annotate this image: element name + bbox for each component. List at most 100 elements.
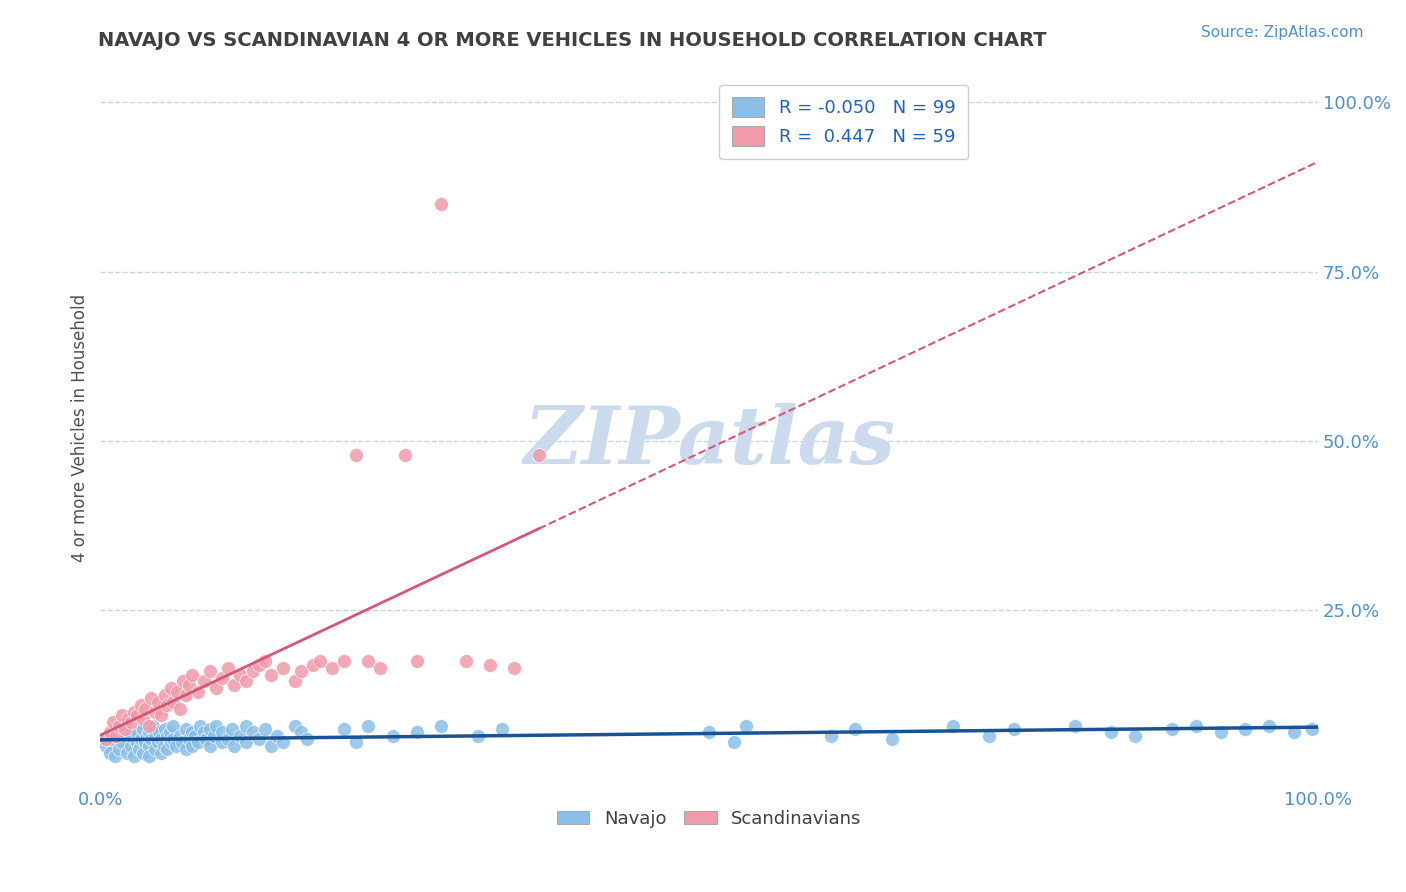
Text: Source: ZipAtlas.com: Source: ZipAtlas.com [1201, 25, 1364, 40]
Point [284, 718, 307, 732]
Point [107, 718, 129, 732]
Point [134, 701, 156, 715]
Point [235, 674, 257, 689]
Point [125, 725, 148, 739]
Point [160, 681, 183, 696]
Point [120, 739, 142, 753]
Point [138, 725, 160, 739]
Point [138, 718, 160, 732]
Point [260, 739, 283, 753]
Point [156, 698, 179, 713]
Point [143, 705, 166, 719]
Point [198, 665, 221, 679]
Point [1125, 729, 1147, 743]
Text: ZIPatlas: ZIPatlas [523, 403, 896, 481]
Point [138, 739, 160, 753]
Point [165, 739, 187, 753]
Point [150, 746, 173, 760]
Point [1282, 725, 1305, 739]
Point [184, 729, 207, 743]
Point [229, 667, 252, 681]
Point [235, 735, 257, 749]
Point [266, 729, 288, 743]
Point [169, 729, 191, 743]
Point [697, 725, 720, 739]
Legend: Navajo, Scandinavians: Navajo, Scandinavians [550, 803, 869, 835]
Point [1234, 722, 1257, 736]
Point [235, 718, 257, 732]
Point [96, 732, 118, 747]
Point [211, 725, 233, 739]
Point [174, 722, 197, 736]
Point [344, 735, 367, 749]
Point [146, 735, 169, 749]
Point [135, 729, 157, 743]
Point [253, 722, 276, 736]
Point [260, 667, 283, 681]
Point [224, 739, 246, 753]
Point [179, 678, 201, 692]
Point [172, 674, 194, 689]
Point [247, 732, 270, 747]
Point [125, 735, 148, 749]
Point [120, 729, 142, 743]
Point [198, 722, 221, 736]
Point [124, 749, 146, 764]
Point [143, 729, 166, 743]
Point [105, 729, 128, 743]
Point [271, 735, 294, 749]
Point [160, 735, 183, 749]
Point [162, 718, 184, 732]
Point [124, 705, 146, 719]
Point [1301, 722, 1323, 736]
Point [527, 448, 550, 462]
Point [180, 739, 202, 753]
Point [1209, 725, 1232, 739]
Point [134, 735, 156, 749]
Point [844, 722, 866, 736]
Point [1258, 718, 1281, 732]
Point [205, 681, 228, 696]
Point [290, 665, 312, 679]
Point [247, 657, 270, 672]
Point [117, 712, 139, 726]
Point [370, 661, 392, 675]
Point [162, 732, 184, 747]
Point [193, 674, 215, 689]
Point [979, 729, 1001, 743]
Point [114, 725, 136, 739]
Point [430, 718, 453, 732]
Point [138, 749, 160, 764]
Point [180, 725, 202, 739]
Point [125, 708, 148, 723]
Point [1063, 718, 1085, 732]
Point [156, 742, 179, 756]
Point [430, 197, 453, 211]
Point [221, 722, 243, 736]
Point [162, 695, 184, 709]
Point [217, 661, 239, 675]
Point [101, 732, 124, 747]
Point [187, 735, 209, 749]
Point [166, 684, 188, 698]
Point [290, 725, 312, 739]
Point [187, 684, 209, 698]
Point [308, 654, 330, 668]
Point [217, 732, 239, 747]
Point [170, 735, 193, 749]
Point [242, 665, 264, 679]
Point [142, 718, 165, 732]
Point [333, 722, 356, 736]
Point [723, 735, 745, 749]
Point [193, 725, 215, 739]
Point [132, 746, 155, 760]
Point [297, 732, 319, 747]
Point [169, 701, 191, 715]
Point [1002, 722, 1025, 736]
Point [734, 718, 756, 732]
Point [1185, 718, 1208, 732]
Point [211, 735, 233, 749]
Y-axis label: 4 or more Vehicles in Household: 4 or more Vehicles in Household [72, 293, 89, 562]
Point [271, 661, 294, 675]
Point [98, 725, 121, 739]
